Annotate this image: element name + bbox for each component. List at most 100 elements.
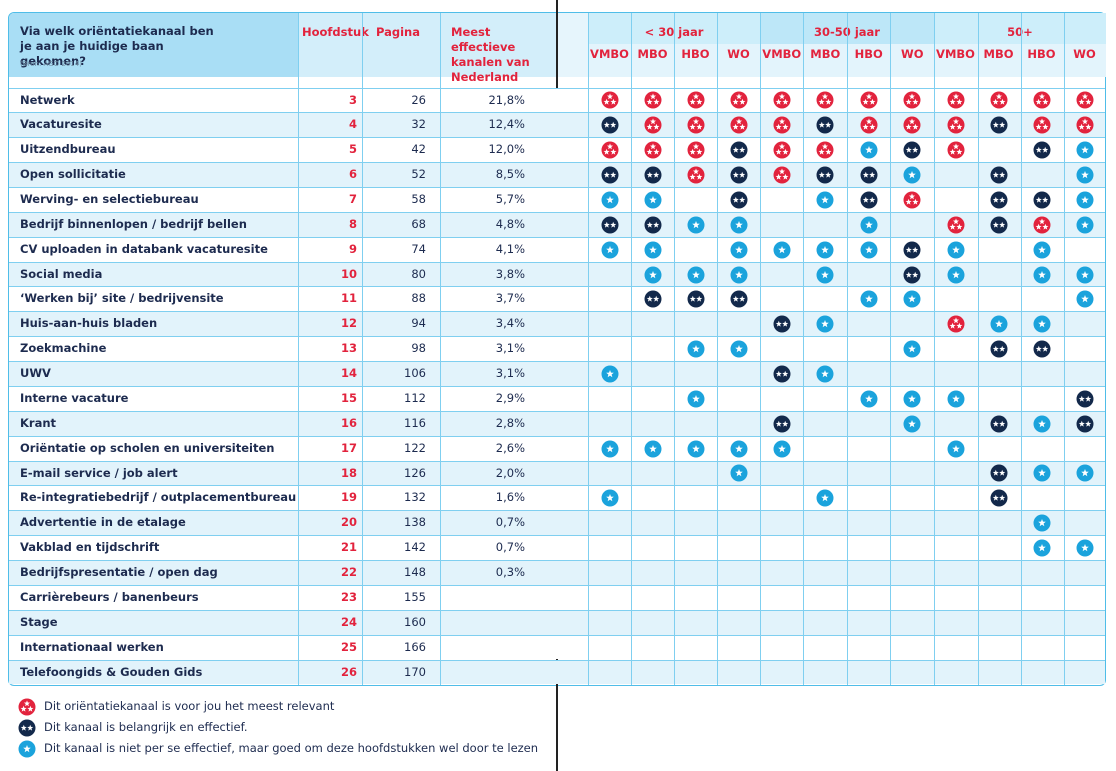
row-bg	[9, 659, 1105, 685]
rating-icon	[1076, 266, 1093, 284]
page-number: 26	[411, 92, 426, 107]
rating-icon	[990, 166, 1007, 184]
channel: Bedrijf binnenlopen / bedrijf bellen	[20, 216, 247, 231]
channel: Zoekmachine	[20, 341, 107, 356]
grid-line	[674, 13, 675, 685]
percentage: 1,6%	[495, 490, 525, 505]
chapter: 15	[340, 390, 357, 405]
rating-icon	[860, 141, 878, 159]
chapter: 4	[348, 117, 357, 132]
row-bg	[9, 311, 1105, 337]
rating-icon	[1076, 290, 1093, 308]
chapter: 7	[348, 191, 357, 206]
percentage: 4,1%	[495, 241, 525, 256]
rating-icon	[816, 266, 834, 284]
row-bg	[9, 87, 1105, 113]
header-bg	[9, 13, 298, 77]
rating-icon	[860, 290, 878, 308]
rating-icon	[990, 216, 1007, 234]
grid-line	[890, 13, 891, 685]
channel: Open sollicitatie	[20, 167, 126, 182]
grid-line	[298, 13, 299, 685]
chapter: 16	[340, 415, 357, 430]
channel: UWV	[20, 366, 51, 381]
row-bg	[9, 584, 1105, 610]
page-number: 155	[404, 589, 426, 604]
row-bg	[9, 460, 1105, 486]
rating-icon	[860, 241, 878, 259]
rating-icon	[644, 241, 661, 259]
legend-text: Dit oriëntatiekanaal is voor jou het mee…	[44, 699, 335, 713]
rating-icon	[947, 241, 964, 259]
rating-icon	[1076, 91, 1093, 109]
rating-icon	[601, 489, 618, 507]
row-bg	[9, 510, 1105, 536]
page-number: 166	[404, 639, 426, 654]
chapter: 12	[340, 316, 357, 331]
rating-icon	[1033, 315, 1050, 333]
rating-icon	[816, 166, 834, 184]
rating-icon	[816, 191, 834, 209]
page-number: 98	[411, 341, 426, 356]
rating-icon	[1076, 464, 1093, 482]
rating-icon	[730, 340, 747, 358]
rating-icon	[730, 266, 747, 284]
rating-icon	[1033, 191, 1050, 209]
page-number: 160	[404, 614, 426, 629]
percentage: 3,7%	[495, 291, 525, 306]
rating-icon	[730, 91, 747, 109]
chapter: 8	[348, 216, 357, 231]
rating-icon	[644, 290, 661, 308]
rating-icon	[773, 315, 791, 333]
rating-icon	[947, 390, 964, 408]
rating-icon	[601, 166, 618, 184]
level-name: MBO	[810, 47, 841, 61]
rating-icon	[947, 315, 964, 333]
rating-icon	[860, 390, 878, 408]
rating-icon	[687, 266, 704, 284]
channel: ‘Werken bij’ site / bedrijvensite	[20, 291, 224, 306]
percentage: 5,7%	[495, 191, 525, 206]
rating-icon	[816, 116, 834, 134]
grid-line	[847, 13, 848, 685]
rating-icon	[687, 290, 704, 308]
rating-icon	[18, 698, 36, 716]
rating-icon	[687, 440, 704, 458]
rating-icon	[903, 390, 921, 408]
rating-icon	[601, 91, 618, 109]
percentage: 21,8%	[488, 92, 525, 107]
chapter: 5	[348, 142, 357, 157]
rating-icon	[644, 216, 661, 234]
rating-icon	[644, 440, 661, 458]
rating-icon	[947, 266, 964, 284]
group-name: 30-50 jaar	[814, 25, 880, 39]
percentage: 3,4%	[495, 316, 525, 331]
row-bg	[9, 609, 1105, 635]
grid-line	[588, 13, 589, 685]
percentage: 2,0%	[495, 465, 525, 480]
rating-icon	[687, 390, 704, 408]
percentage: 8,5%	[495, 167, 525, 182]
group-header-bg	[934, 44, 1106, 77]
grid-line	[440, 13, 441, 685]
channel: Netwerk	[20, 92, 75, 107]
rating-icon	[1076, 116, 1093, 134]
channel: CV uploaden in databank vacaturesite	[20, 241, 268, 256]
level-name: WO	[727, 47, 750, 61]
rating-icon	[687, 91, 704, 109]
rating-icon	[903, 290, 921, 308]
level-name: HBO	[1027, 47, 1056, 61]
rating-icon	[1033, 266, 1050, 284]
channel: Uitzendbureau	[20, 142, 116, 157]
rating-icon	[687, 141, 704, 159]
percentage: 0,3%	[495, 565, 525, 580]
channel: Interne vacature	[20, 390, 129, 405]
row-bg	[9, 410, 1105, 436]
rating-icon	[990, 315, 1007, 333]
rating-icon	[601, 191, 618, 209]
row-bg	[9, 236, 1105, 262]
percentage: 3,1%	[495, 366, 525, 381]
rating-icon	[990, 91, 1007, 109]
rating-icon	[816, 241, 834, 259]
channel: Vacaturesite	[20, 117, 102, 132]
